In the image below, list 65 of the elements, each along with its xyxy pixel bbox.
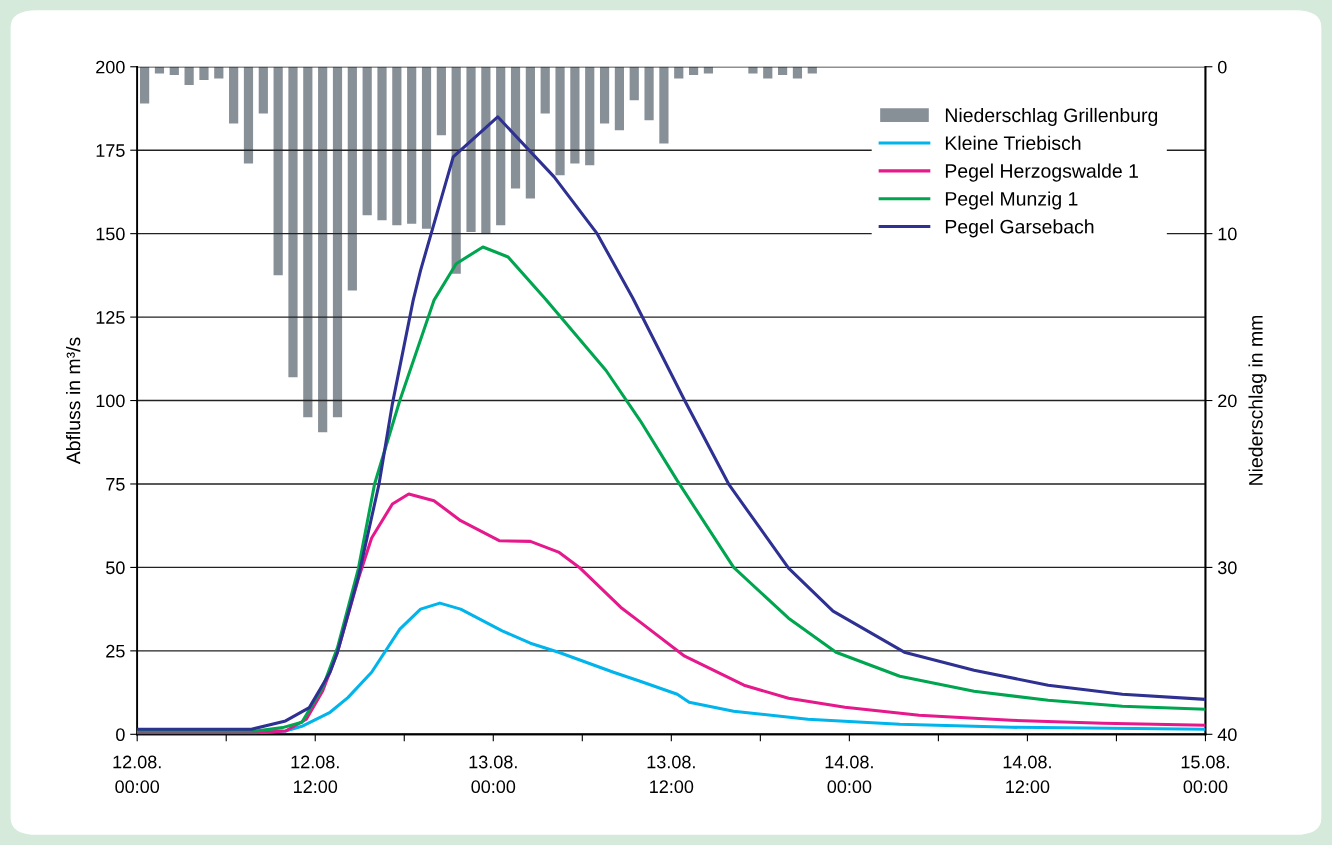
x-tick-label: 14.08. 12:00 [1003,755,1051,794]
legend-label: Niederschlag Grillenburg [945,107,1158,127]
legend-label: Pegel Herzogswalde 1 [945,163,1138,182]
x-tick-label: 15.08. 00:00 [1181,755,1229,794]
bar [555,66,565,176]
y2-tick-label: 40 [1217,728,1237,742]
bar [318,66,328,433]
bar [674,66,684,79]
y-tick-label: 75 [106,478,125,491]
bar [332,66,343,418]
bar [570,66,580,164]
bar [362,66,372,216]
bar [169,66,179,76]
x-tick-label: 14.08. 00:00 [825,755,873,794]
y2-tick-label: 0 [1217,60,1227,74]
y-tick-label: 25 [106,644,125,658]
bar [688,66,699,76]
bar [347,66,357,291]
bar [392,66,402,226]
bar [659,66,669,144]
bar [140,66,150,104]
bar [214,66,224,79]
y-axis-title: Abfluss in m³/s [66,337,81,465]
legend-label: Pegel Munzig 1 [945,191,1078,210]
x-tick-label: 13.08. 12:00 [647,755,695,794]
y2-tick-label: 20 [1218,394,1237,408]
bar [451,66,461,274]
bar [510,66,521,189]
x-tick-label: 13.08. 00:00 [469,755,517,794]
bar [585,66,595,166]
y-tick-label: 125 [96,311,125,324]
y-tick-label: 200 [96,60,125,74]
bar [303,66,313,418]
bar [614,66,624,131]
y-tick-label: 0 [116,728,125,742]
bar [644,66,654,121]
bar [258,66,268,114]
bar [243,66,254,164]
x-tick-label: 12.08. 00:00 [113,755,161,794]
bar [199,66,209,81]
bar [496,66,506,226]
bar [377,66,387,221]
bar [525,66,535,199]
bar [540,66,550,114]
bar [273,66,283,276]
bar [466,66,476,232]
bar [629,66,639,101]
y-tick-label: 100 [96,394,125,408]
y-tick-label: 175 [96,144,125,157]
x-tick-label: 12.08. 12:00 [291,755,339,794]
bar [436,66,446,136]
bar [407,66,417,224]
y2-tick-label: 30 [1217,561,1237,575]
legend-label: Pegel Garsebach [945,219,1094,238]
legend-label: Kleine Triebisch [945,135,1081,151]
bar [288,66,298,378]
y-tick-label: 150 [96,227,125,241]
y2-axis-title: Niederschlag in mm [1248,315,1267,485]
bar [184,66,194,86]
bar [421,66,432,229]
bar [599,66,610,124]
y2-tick-label: 10 [1218,227,1237,241]
bar [229,66,239,124]
bar [481,66,491,234]
y-tick-label: 50 [106,561,125,575]
